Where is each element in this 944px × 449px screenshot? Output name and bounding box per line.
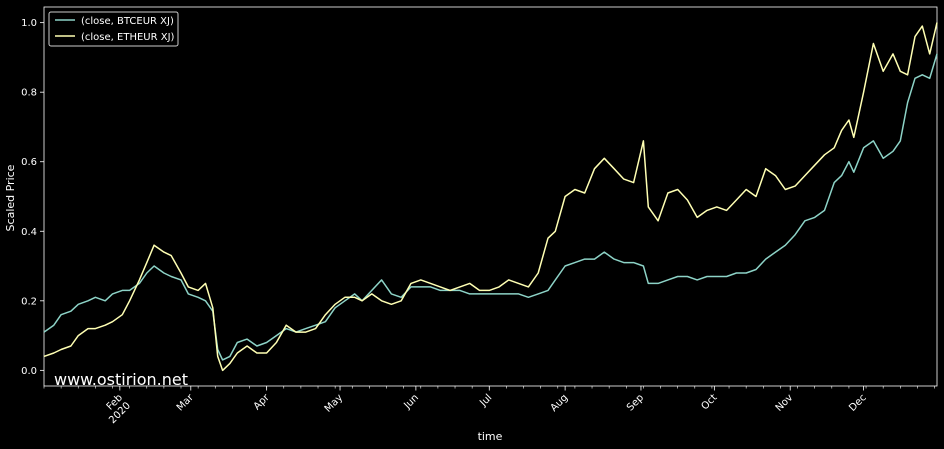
legend-box: [48, 11, 179, 47]
y-tick-label: 0.6: [21, 157, 37, 168]
x-tick-label: Dec: [847, 392, 868, 413]
x-tick-label: Sep: [625, 392, 646, 413]
x-tick-label: Jun: [401, 392, 421, 412]
x-tick-label: Mar: [175, 392, 197, 414]
series-line-1: [43, 22, 938, 372]
legend: (close, BTCEUR XJ) (close, ETHEUR XJ): [48, 11, 179, 47]
plot-frame: [43, 6, 938, 387]
x-axis-label: time: [478, 430, 503, 443]
x-tick-label: Jul: [477, 392, 494, 409]
x-tick-label: Oct: [699, 392, 719, 412]
y-axis-label: Scaled Price: [4, 164, 17, 231]
y-tick-label: 0.4: [21, 227, 37, 238]
x-tick-label: Apr: [252, 392, 273, 413]
y-tick-label: 0.8: [21, 88, 37, 99]
legend-label-btceur: (close, BTCEUR XJ): [81, 16, 174, 27]
x-tick-label: Nov: [774, 392, 796, 414]
y-tick-label: 1.0: [21, 18, 37, 29]
legend-label-etheur: (close, ETHEUR XJ): [81, 32, 175, 43]
x-tick-label: Aug: [549, 392, 571, 414]
x-tick-label: May: [323, 392, 345, 414]
watermark-text: www.ostirion.net: [54, 370, 188, 389]
y-axis: 0.0 0.2 0.4 0.6 0.8 1.0: [21, 18, 44, 377]
series-lines: [43, 22, 938, 372]
series-line-0: [43, 53, 938, 361]
y-tick-label: 0.0: [21, 366, 37, 377]
y-tick-label: 0.2: [21, 296, 37, 307]
plot-area: [43, 6, 938, 387]
